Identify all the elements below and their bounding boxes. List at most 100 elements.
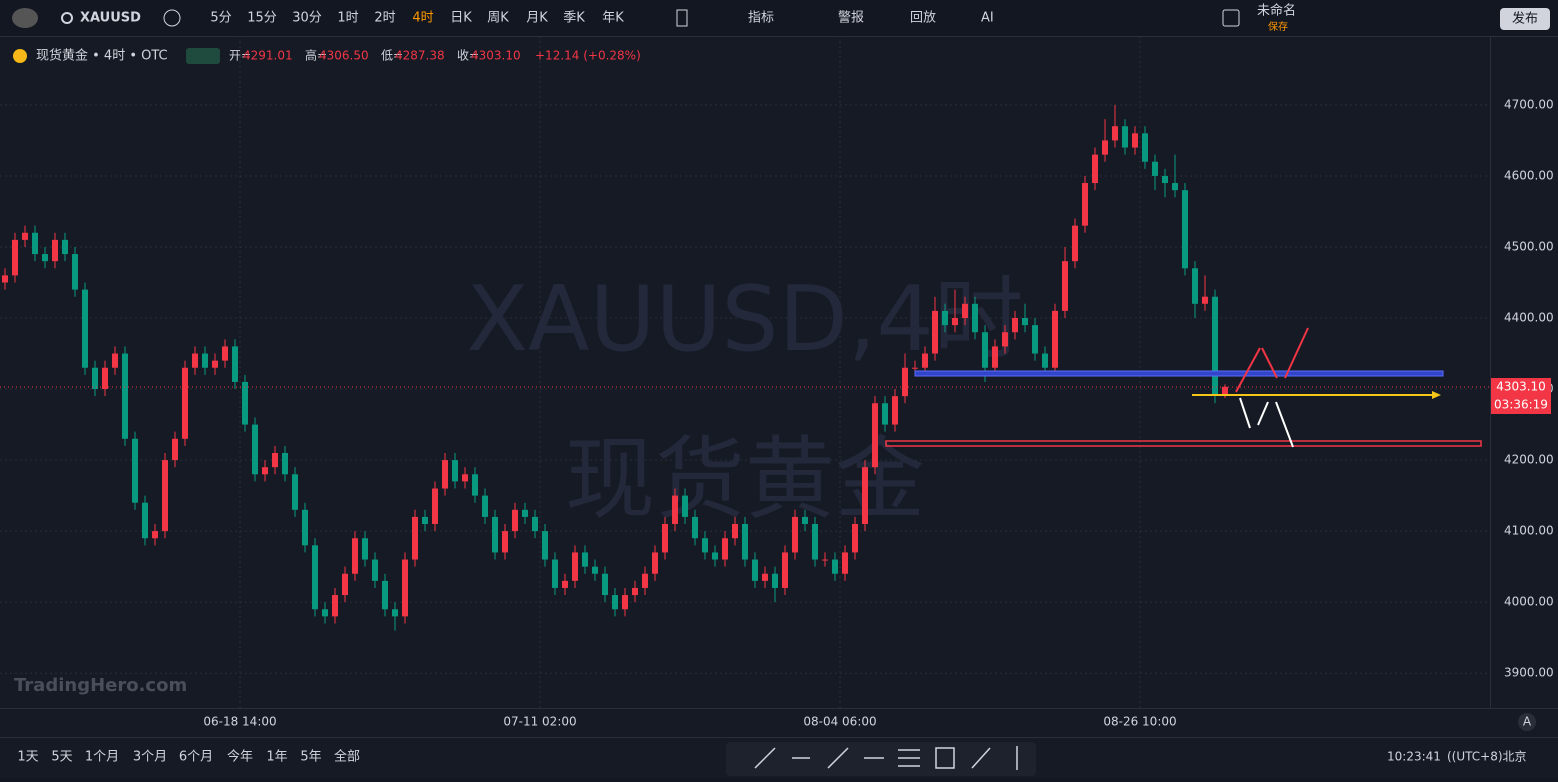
- range-button[interactable]: 今年: [227, 749, 253, 765]
- interval[interactable]: 季K: [563, 11, 585, 26]
- price-tag-label: 4303.10: [1496, 380, 1546, 394]
- publish[interactable]: 发布: [1512, 11, 1538, 27]
- interval[interactable]: 年K: [602, 11, 624, 26]
- candle-body: [1182, 190, 1188, 269]
- candle-body: [492, 516, 498, 553]
- candle-body: [252, 424, 258, 475]
- candle-body: [432, 488, 438, 525]
- candle-body: [682, 495, 688, 517]
- interval[interactable]: 1时: [337, 11, 358, 26]
- candle-body: [222, 346, 228, 361]
- candle-body: [602, 573, 608, 596]
- indicators[interactable]: 指标: [748, 11, 774, 26]
- range-button[interactable]: 5年: [300, 750, 321, 765]
- candle-body: [182, 367, 188, 439]
- candle-body: [842, 552, 848, 574]
- candle-body: [1002, 332, 1008, 347]
- save[interactable]: 保存: [1268, 20, 1288, 33]
- range-button[interactable]: 全部: [334, 749, 360, 765]
- range-button[interactable]: 1天: [17, 750, 38, 765]
- range-button[interactable]: 5天: [51, 750, 72, 765]
- candle-body: [612, 595, 618, 610]
- legend-title: 现货黄金 • 4时 • OTC: [36, 48, 168, 64]
- symbol[interactable]: XAUUSD: [80, 11, 141, 26]
- arrowhead: [1432, 391, 1441, 399]
- auto[interactable]: A: [1523, 715, 1532, 729]
- interval[interactable]: 30分: [292, 11, 322, 26]
- drawing-tools[interactable]: [754, 746, 1018, 770]
- candle-body: [862, 467, 868, 525]
- publish-button[interactable]: [1500, 8, 1550, 30]
- interval[interactable]: 5分: [210, 11, 231, 26]
- candle-body: [42, 254, 48, 262]
- interval[interactable]: 月K: [526, 11, 548, 26]
- ai[interactable]: AI: [981, 11, 994, 26]
- interval[interactable]: 日K: [450, 11, 472, 26]
- interval[interactable]: 15分: [247, 11, 277, 26]
- interval[interactable]: 2时: [374, 11, 395, 26]
- candle-body: [452, 460, 458, 482]
- avatar[interactable]: [12, 8, 38, 28]
- candle-body: [532, 516, 538, 532]
- candle-body: [1012, 318, 1018, 333]
- range-button[interactable]: 3个月: [133, 750, 167, 765]
- candle-body: [32, 232, 38, 255]
- range-button[interactable]: 1个月: [85, 750, 119, 765]
- candle-body: [802, 516, 808, 525]
- candle-body: [522, 509, 528, 517]
- chart-type[interactable]: [676, 9, 688, 27]
- candle-body: [382, 580, 388, 610]
- candle-body: [322, 609, 328, 617]
- candle-body: [362, 538, 368, 560]
- candle-body: [932, 310, 938, 354]
- candle-body: [1212, 296, 1218, 396]
- candle-body: [502, 531, 508, 553]
- candle-body: [762, 573, 768, 581]
- candle-body: [1082, 183, 1088, 226]
- drawing-toolbar: [726, 742, 1036, 776]
- candle-body: [542, 531, 548, 560]
- replay[interactable]: 回放: [910, 11, 936, 26]
- candle-body: [662, 524, 668, 553]
- open-label: 开=: [229, 49, 251, 63]
- toolbar: [0, 0, 1558, 36]
- candle-body: [12, 239, 18, 276]
- interval[interactable]: 4时: [412, 11, 433, 26]
- candle-body: [1202, 296, 1208, 304]
- alert[interactable]: 警报: [838, 10, 864, 26]
- layout-name[interactable]: 未命名: [1257, 3, 1296, 19]
- candle-body: [582, 552, 588, 567]
- candle-body: [1222, 386, 1228, 396]
- candle-body: [1172, 183, 1178, 191]
- layout-icon[interactable]: [1222, 9, 1240, 27]
- y-tick-label: 4200.00: [1504, 453, 1554, 467]
- timezone[interactable]: ((UTC+8)北京: [1447, 750, 1527, 764]
- candle-body: [102, 367, 108, 390]
- candle-body: [202, 353, 208, 368]
- search-icon[interactable]: [61, 12, 73, 24]
- candle-body: [152, 531, 158, 539]
- candle-body: [942, 310, 948, 326]
- candle-body: [552, 559, 558, 588]
- y-tick-label: 4000.00: [1504, 595, 1554, 609]
- candle-body: [62, 239, 68, 255]
- range-button[interactable]: 6个月: [179, 750, 213, 765]
- candle-body: [1032, 325, 1038, 354]
- candle-body: [242, 381, 248, 425]
- candle-body: [912, 367, 918, 369]
- add-symbol[interactable]: [163, 9, 181, 27]
- auto-button[interactable]: [1518, 713, 1536, 731]
- arrows-down: [1239, 397, 1294, 448]
- market-status[interactable]: [186, 48, 220, 64]
- candle-body: [312, 545, 318, 610]
- y-tick-label: 3900.00: [1504, 666, 1554, 680]
- candle-body: [172, 438, 178, 461]
- candle-body: [512, 509, 518, 532]
- interval[interactable]: 周K: [487, 11, 509, 26]
- x-tick-label: 08-26 10:00: [1103, 715, 1176, 729]
- candle-body: [422, 516, 428, 525]
- candle-body: [872, 403, 878, 468]
- range-button[interactable]: 1年: [266, 750, 287, 765]
- symbol-icon: [13, 49, 27, 63]
